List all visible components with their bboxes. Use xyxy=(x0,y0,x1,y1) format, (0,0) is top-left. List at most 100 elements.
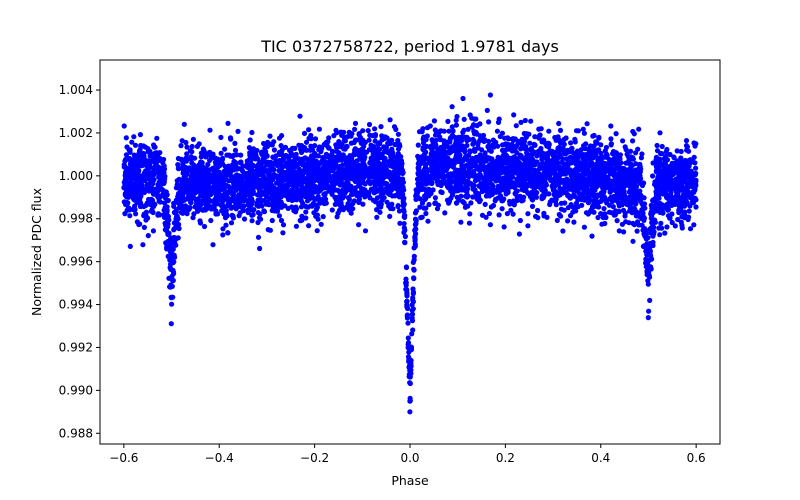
data-point xyxy=(238,179,244,185)
data-point xyxy=(657,150,664,157)
data-point xyxy=(490,142,496,148)
data-point xyxy=(276,213,282,219)
data-point xyxy=(184,211,190,217)
data-point xyxy=(630,206,636,212)
data-point xyxy=(687,226,694,232)
data-point xyxy=(280,230,286,236)
data-point xyxy=(447,183,453,189)
data-point xyxy=(247,137,253,143)
data-point xyxy=(302,168,308,174)
data-point xyxy=(396,208,403,214)
data-point xyxy=(645,315,651,321)
data-point xyxy=(374,207,380,213)
data-point xyxy=(608,185,614,191)
data-point xyxy=(184,144,190,150)
data-point xyxy=(306,223,312,229)
data-point xyxy=(472,178,479,184)
data-point xyxy=(220,226,226,232)
data-point xyxy=(444,139,451,145)
data-point xyxy=(546,191,552,197)
data-point xyxy=(320,214,326,220)
data-point xyxy=(145,233,151,239)
data-point xyxy=(527,165,534,171)
data-point xyxy=(303,209,309,215)
data-point xyxy=(494,128,500,134)
data-point xyxy=(550,185,556,191)
data-point xyxy=(542,162,548,168)
data-point xyxy=(449,104,455,110)
data-point xyxy=(198,154,204,160)
data-point xyxy=(557,165,563,171)
data-point xyxy=(479,186,486,192)
data-point xyxy=(171,209,177,216)
data-point xyxy=(477,158,483,164)
data-point xyxy=(207,127,213,133)
data-point xyxy=(187,187,193,193)
data-point xyxy=(296,190,302,196)
data-point xyxy=(591,132,597,139)
data-point xyxy=(213,157,219,163)
data-point xyxy=(577,160,584,166)
data-point xyxy=(392,141,399,148)
data-point xyxy=(382,167,388,173)
data-point xyxy=(202,182,208,188)
data-point xyxy=(688,168,694,174)
data-point xyxy=(211,172,217,178)
data-point xyxy=(625,153,631,159)
data-point xyxy=(255,234,262,240)
data-point xyxy=(447,147,453,153)
data-point xyxy=(614,191,620,197)
data-point xyxy=(321,142,327,148)
data-point xyxy=(479,163,485,169)
data-point xyxy=(122,181,128,188)
data-point xyxy=(595,214,601,221)
data-point xyxy=(333,142,339,148)
data-point xyxy=(516,231,523,237)
data-point xyxy=(595,192,601,198)
data-point xyxy=(683,143,690,149)
data-point xyxy=(582,195,589,201)
data-point xyxy=(578,196,584,203)
data-point xyxy=(432,195,438,201)
data-point xyxy=(411,275,417,282)
data-point xyxy=(264,194,270,200)
data-point xyxy=(554,175,560,181)
data-point xyxy=(281,177,288,183)
data-point xyxy=(590,166,597,172)
data-point xyxy=(570,180,576,186)
data-point xyxy=(667,215,673,221)
data-point xyxy=(587,157,594,163)
chart-title: TIC 0372758722, period 1.9781 days xyxy=(260,37,559,56)
data-point xyxy=(417,204,423,210)
data-point xyxy=(256,215,263,221)
data-point xyxy=(158,157,164,163)
data-point xyxy=(547,201,553,208)
data-point xyxy=(655,175,661,181)
data-point xyxy=(321,200,327,207)
data-point xyxy=(308,132,314,139)
data-point xyxy=(626,201,632,207)
data-point xyxy=(341,175,347,181)
data-point xyxy=(594,183,600,190)
data-point xyxy=(223,177,229,183)
data-point xyxy=(434,206,441,212)
data-point xyxy=(649,256,655,262)
data-point xyxy=(686,208,692,214)
data-point xyxy=(407,380,413,386)
data-point xyxy=(514,193,520,199)
data-point xyxy=(137,189,144,195)
data-point xyxy=(400,200,406,206)
data-point xyxy=(596,155,602,161)
data-point xyxy=(226,184,232,190)
data-point xyxy=(605,177,611,183)
data-point xyxy=(213,167,219,173)
data-point xyxy=(123,201,129,208)
data-point xyxy=(505,155,512,162)
data-point xyxy=(249,169,255,175)
data-point xyxy=(267,196,274,202)
data-point xyxy=(474,165,480,171)
data-point xyxy=(453,200,460,206)
data-point xyxy=(674,148,680,154)
data-point xyxy=(609,210,615,216)
data-point xyxy=(131,152,137,158)
